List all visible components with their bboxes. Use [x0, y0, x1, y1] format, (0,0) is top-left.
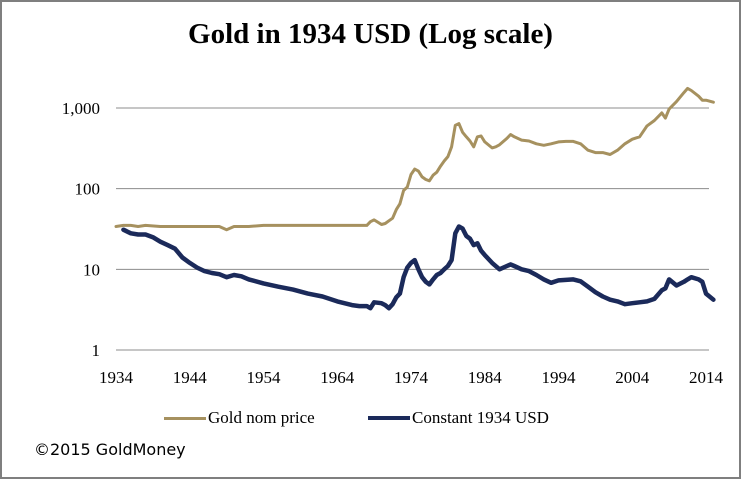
- legend-item-constant-1934-usd: Constant 1934 USD: [368, 408, 549, 428]
- x-tick-label: 1974: [394, 368, 429, 387]
- x-tick-label: 1954: [247, 368, 282, 387]
- x-tick-label: 1944: [173, 368, 208, 387]
- legend-swatch-gold-nom-price: [164, 416, 206, 420]
- legend-swatch-constant-1934-usd: [368, 416, 410, 420]
- legend-item-gold-nom-price: Gold nom price: [164, 408, 315, 428]
- x-tick-label: 2014: [689, 368, 724, 387]
- x-tick-label: 1984: [468, 368, 503, 387]
- x-tick-label: 1934: [99, 368, 134, 387]
- legend-label: Gold nom price: [208, 408, 315, 427]
- legend-label: Constant 1934 USD: [412, 408, 549, 427]
- y-tick-label: 10: [83, 260, 100, 279]
- y-tick-label: 100: [75, 180, 101, 199]
- y-tick-label: 1,000: [62, 99, 100, 118]
- y-tick-label: 1: [92, 341, 101, 360]
- x-tick-label: 1994: [542, 368, 577, 387]
- x-tick-label: 1964: [320, 368, 355, 387]
- copyright-notice: ©2015 GoldMoney: [34, 440, 186, 459]
- chart-title: Gold in 1934 USD (Log scale): [188, 18, 553, 50]
- series-line-gold-nom-price: [114, 86, 715, 232]
- series-line-constant-1934-usd: [121, 224, 716, 311]
- x-tick-label: 2004: [615, 368, 650, 387]
